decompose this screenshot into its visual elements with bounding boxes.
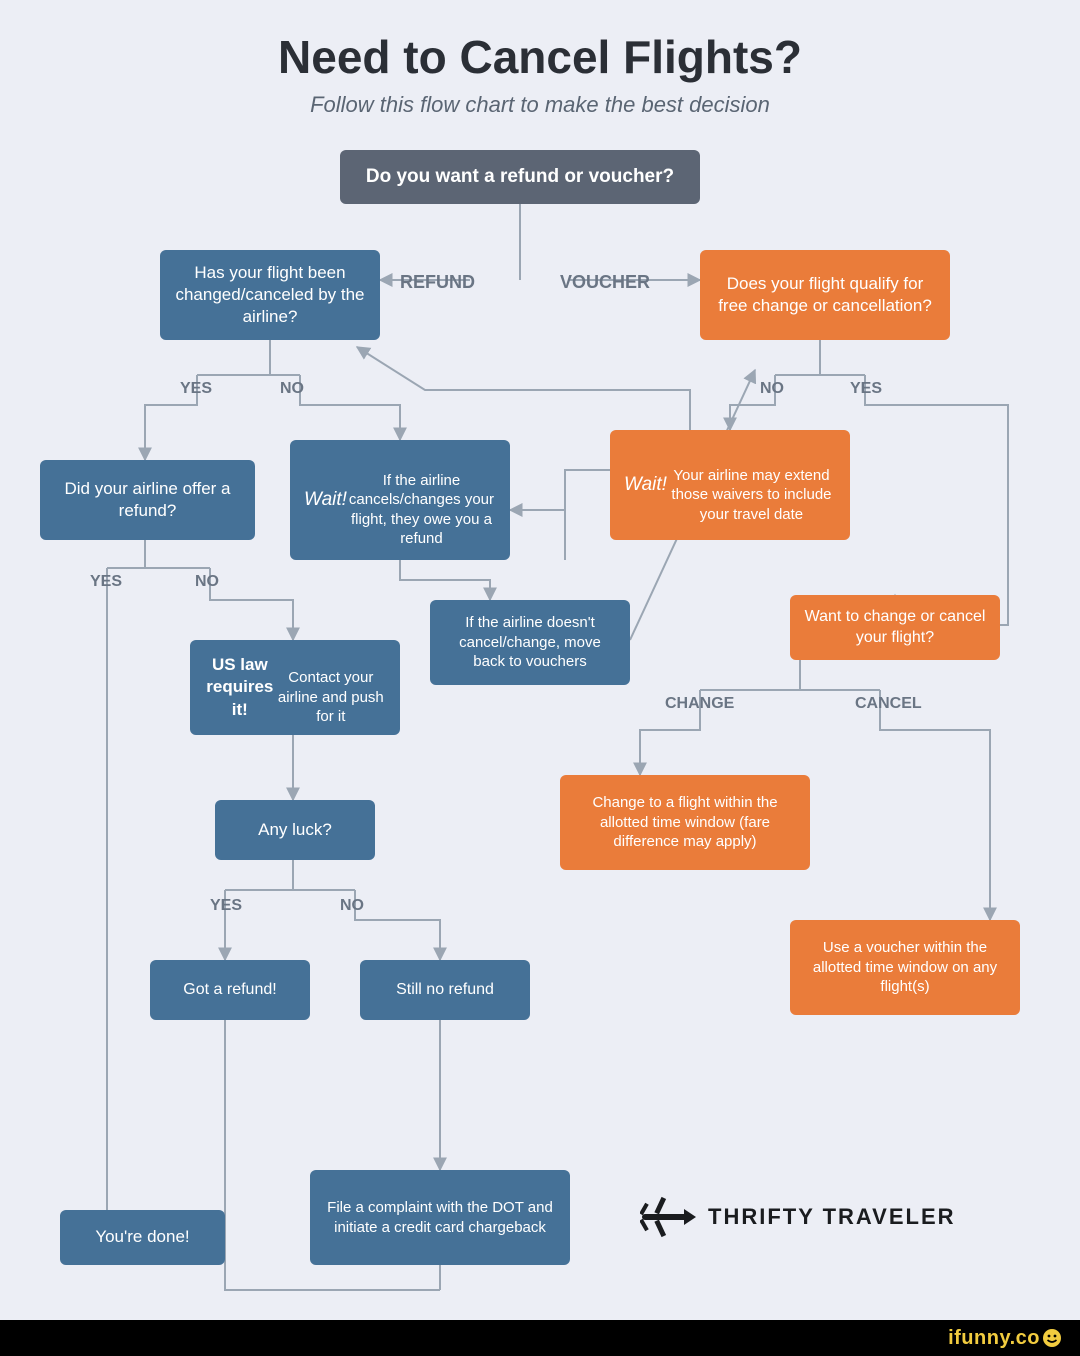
node-change_cancel: Want to change or cancel your flight? (790, 595, 1000, 660)
node-us_law: US law requires it!Contact your airline … (190, 640, 400, 735)
label-yes3: YES (90, 573, 122, 591)
watermark-bar: ifunny.co (0, 1320, 1080, 1356)
node-start: Do you want a refund or voucher? (340, 150, 700, 204)
node-complaint: File a complaint with the DOT and initia… (310, 1170, 570, 1265)
node-wait_blue: Wait!If the airline cancels/changes your… (290, 440, 510, 560)
node-no_cancel: If the airline doesn't cancel/change, mo… (430, 600, 630, 685)
label-no2: NO (760, 380, 784, 398)
label-no4: NO (340, 897, 364, 915)
brand-text: THRIFTY TRAVELER (708, 1204, 956, 1230)
label-refund: REFUND (400, 272, 475, 293)
flowchart-canvas: Need to Cancel Flights? Follow this flow… (0, 0, 1080, 1356)
watermark-text: ifunny.co (948, 1327, 1040, 1350)
node-wait_orange: Wait!Your airline may extend those waive… (610, 430, 850, 540)
label-cancel: CANCEL (855, 695, 922, 713)
node-any_luck: Any luck? (215, 800, 375, 860)
label-no1: NO (280, 380, 304, 398)
label-yes4: YES (210, 897, 242, 915)
label-change: CHANGE (665, 695, 734, 713)
node-voucher_q: Does your flight qualify for free change… (700, 250, 950, 340)
node-voucher_box: Use a voucher within the allotted time w… (790, 920, 1020, 1015)
brand-logo: THRIFTY TRAVELER (640, 1195, 956, 1239)
node-offer_refund: Did your airline offer a refund? (40, 460, 255, 540)
node-change_box: Change to a flight within the allotted t… (560, 775, 810, 870)
node-refund_q: Has your flight been changed/canceled by… (160, 250, 380, 340)
node-got_refund: Got a refund! (150, 960, 310, 1020)
label-no3: NO (195, 573, 219, 591)
label-yes1: YES (180, 380, 212, 398)
node-still_no: Still no refund (360, 960, 530, 1020)
label-yes2: YES (850, 380, 882, 398)
smile-icon (1042, 1328, 1062, 1348)
node-done: You're done! (60, 1210, 225, 1265)
label-voucher: VOUCHER (560, 272, 650, 293)
plane-icon (640, 1195, 696, 1239)
